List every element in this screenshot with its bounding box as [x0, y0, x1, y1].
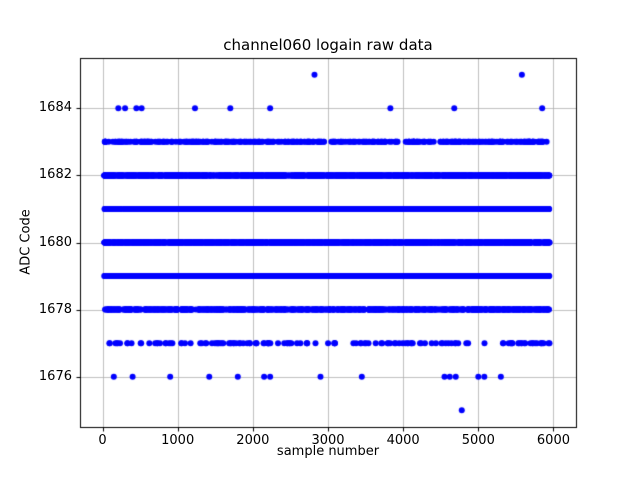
y-tick-label: 1678	[38, 301, 72, 317]
x-tick-label: 2000	[236, 433, 270, 448]
x-tick-label: 0	[98, 433, 107, 448]
y-tick-label: 1684	[38, 100, 72, 116]
x-tick-label: 5000	[461, 433, 495, 448]
y-tick-label: 1682	[38, 167, 72, 183]
y-tick-label: 1680	[38, 234, 72, 250]
x-tick-label: 6000	[536, 433, 570, 448]
chart-title: channel060 logain raw data	[223, 36, 433, 54]
x-tick-label: 1000	[161, 433, 195, 448]
x-tick-label: 4000	[386, 433, 420, 448]
x-tick-label: 3000	[311, 433, 345, 448]
x-axis-label: sample number	[276, 444, 380, 459]
y-tick-label: 1676	[38, 368, 72, 384]
